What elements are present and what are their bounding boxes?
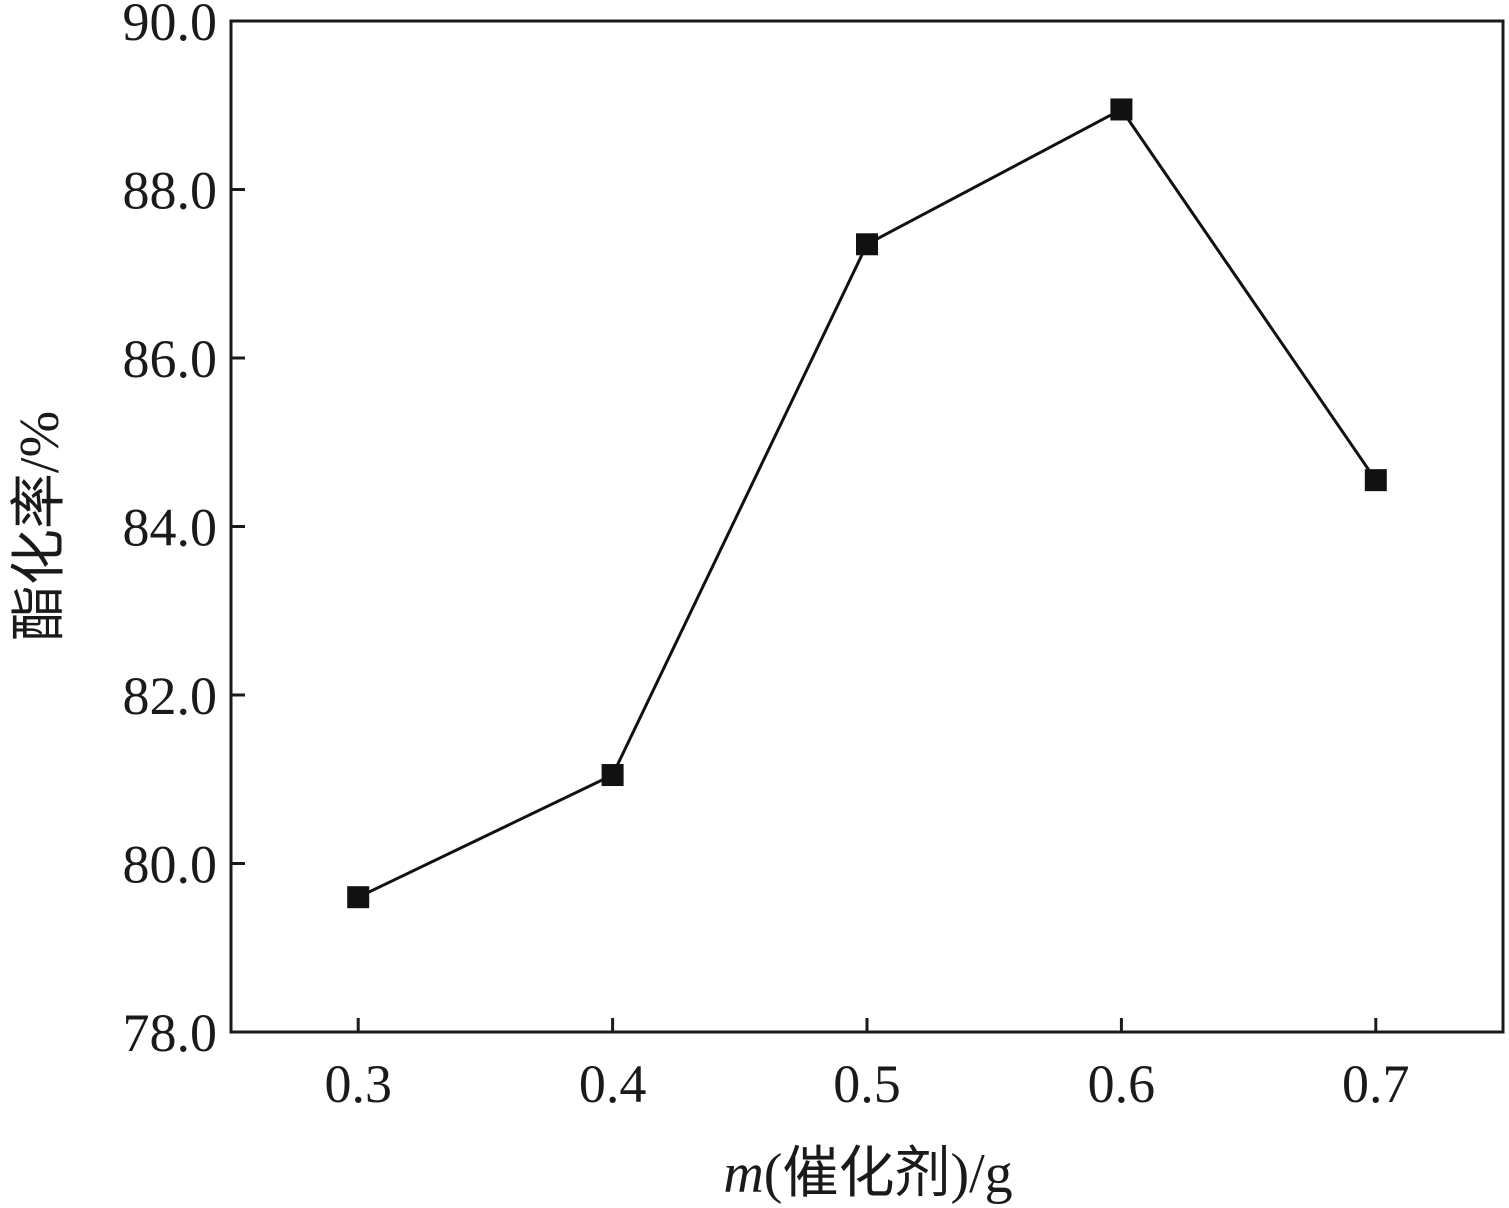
plot-frame bbox=[229, 19, 1505, 1034]
y-axis-title: 酯化率/% bbox=[9, 411, 71, 641]
y-tick-label: 80.0 bbox=[123, 835, 218, 895]
y-tick-label: 84.0 bbox=[123, 498, 218, 558]
data-point bbox=[347, 886, 370, 909]
x-tick-label: 0.3 bbox=[324, 1054, 392, 1114]
data-point bbox=[1364, 469, 1387, 492]
series-line bbox=[357, 107, 1378, 899]
y-tick-label: 86.0 bbox=[123, 329, 218, 389]
data-point bbox=[856, 233, 878, 256]
x-axis-title-var: m bbox=[723, 1143, 763, 1205]
y-tick-label: 88.0 bbox=[123, 161, 218, 221]
x-tick-label: 0.6 bbox=[1088, 1054, 1156, 1114]
x-axis: 0.3 0.4 0.5 0.6 0.7 bbox=[324, 1018, 1410, 1114]
y-tick-label: 90.0 bbox=[123, 0, 218, 52]
series-group bbox=[347, 98, 1387, 909]
data-point bbox=[601, 764, 624, 787]
x-tick-label: 0.4 bbox=[579, 1054, 647, 1114]
x-tick-label: 0.5 bbox=[833, 1054, 901, 1114]
y-tick-label: 78.0 bbox=[123, 1003, 218, 1063]
y-tick-label: 82.0 bbox=[123, 666, 218, 726]
x-axis-title-unit: (催化剂)/g bbox=[764, 1143, 1013, 1205]
data-point bbox=[1110, 98, 1133, 121]
y-axis: 78.0 80.0 82.0 84.0 86.0 88.0 90.0 bbox=[123, 0, 245, 1063]
x-axis-title: m(催化剂)/g bbox=[723, 1143, 1012, 1205]
x-tick-label: 0.7 bbox=[1342, 1054, 1410, 1114]
